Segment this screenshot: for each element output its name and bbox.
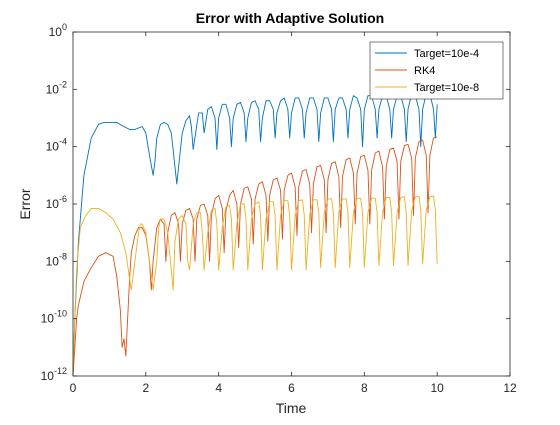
x-tick-label: 12	[503, 381, 517, 395]
y-tick-label: 10-12	[41, 366, 67, 383]
y-tick-exponent: -6	[59, 194, 67, 204]
y-tick-base: 10	[46, 140, 60, 154]
y-tick-label: 100	[49, 22, 67, 39]
legend-label-2: RK4	[414, 65, 435, 77]
y-tick-exponent: -4	[59, 137, 67, 147]
y-tick-base: 10	[46, 254, 60, 268]
x-tick-label: 8	[361, 381, 368, 395]
y-tick-label: 10-8	[46, 251, 67, 268]
legend-label-3: Target=10e-8	[414, 82, 479, 94]
y-axis-label: Error	[17, 188, 33, 219]
y-tick-base: 10	[41, 312, 55, 326]
y-tick-label: 10-4	[46, 137, 67, 154]
y-tick-exponent: -10	[54, 309, 67, 319]
chart-title: Error with Adaptive Solution	[196, 10, 385, 26]
x-axis-ticks: 0 2 4 6 8 10 12	[70, 32, 517, 395]
y-tick-label: 10-10	[41, 309, 67, 326]
y-tick-base: 10	[46, 82, 60, 96]
x-axis-label: Time	[276, 400, 307, 416]
y-tick-exponent: 0	[62, 22, 67, 32]
x-tick-label: 6	[288, 381, 295, 395]
series-line-3	[72, 195, 438, 377]
x-tick-label: 2	[142, 381, 149, 395]
x-tick-label: 4	[215, 381, 222, 395]
y-tick-exponent: -12	[54, 366, 67, 376]
y-tick-label: 10-2	[46, 79, 67, 96]
y-tick-base: 10	[49, 25, 63, 39]
y-tick-base: 10	[41, 369, 55, 383]
legend: Target=10e-4 RK4 Target=10e-8	[369, 41, 504, 100]
legend-label-1: Target=10e-4	[414, 48, 479, 60]
y-tick-exponent: -8	[59, 251, 67, 261]
y-tick-label: 10-6	[46, 194, 67, 211]
x-tick-label: 0	[70, 381, 77, 395]
y-tick-base: 10	[46, 197, 60, 211]
y-tick-exponent: -2	[59, 79, 67, 89]
x-tick-label: 10	[430, 381, 444, 395]
